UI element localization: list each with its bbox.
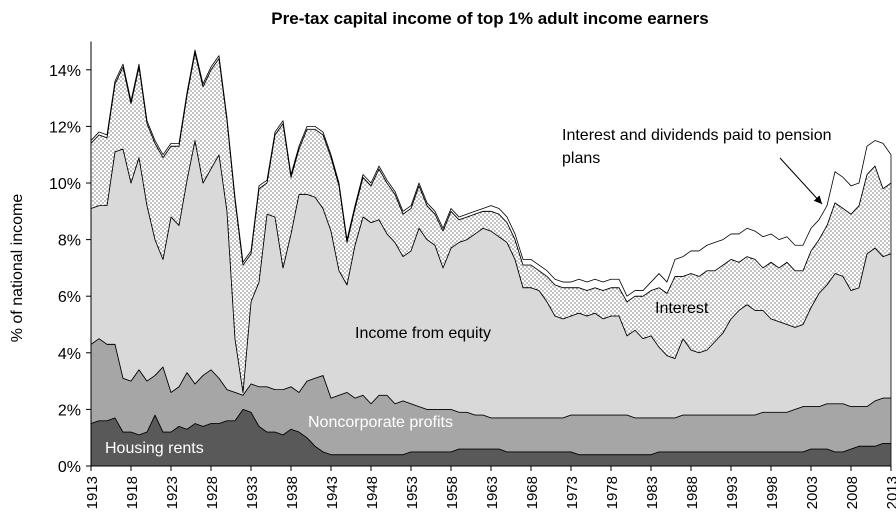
series-label: Housing rents <box>105 440 204 457</box>
y-tick-label: 4% <box>58 346 81 363</box>
x-tick-label: 1933 <box>244 476 261 509</box>
y-tick-label: 8% <box>58 233 81 250</box>
x-tick-label: 1943 <box>324 476 341 509</box>
x-tick-label: 1958 <box>444 476 461 509</box>
x-tick-label: 1923 <box>164 476 181 509</box>
plot-area <box>90 49 892 467</box>
x-tick-label: 1993 <box>724 476 741 509</box>
annotation-arrow <box>779 157 823 205</box>
x-tick-label: 1968 <box>524 476 541 509</box>
axes: 0% 2% 4% 6% 8% 10% 12% 14% 1913 1918 1923 1928 1933 1… <box>49 41 896 509</box>
y-tick-label: 6% <box>58 289 81 306</box>
y-tick-label: 12% <box>49 119 81 136</box>
series-label: Interest and dividends paid to pension p… <box>562 127 832 167</box>
x-tick-label: 1963 <box>484 476 501 509</box>
x-tick-label: 2003 <box>804 476 821 509</box>
x-tick-label: 1938 <box>284 476 301 509</box>
y-tick-label: 14% <box>49 63 81 80</box>
series-label: Interest <box>655 300 709 317</box>
y-tick-label: 2% <box>58 402 81 419</box>
x-tick-label: 1953 <box>404 476 421 509</box>
y-axis-title: % of national income <box>9 194 26 343</box>
x-tick-label: 1983 <box>644 476 661 509</box>
series-label: Noncorporate profits <box>308 414 453 431</box>
x-tick-label: 2013 <box>884 476 896 509</box>
chart-title: Pre-tax capital income of top 1% adult i… <box>271 9 708 28</box>
x-tick-label: 1988 <box>684 476 701 509</box>
x-tick-label: 1973 <box>564 476 581 509</box>
x-tick-label: 1948 <box>364 476 381 509</box>
y-tick-label: 0% <box>58 459 81 476</box>
x-tick-label: 1998 <box>764 476 781 509</box>
area <box>90 49 892 303</box>
x-tick-label: 2008 <box>844 476 861 509</box>
x-tick-label: 1913 <box>84 476 101 509</box>
x-tick-label: 1918 <box>124 476 141 509</box>
y-tick-label: 10% <box>49 176 81 193</box>
series-label: Income from equity <box>355 325 492 342</box>
x-tick-label: 1928 <box>204 476 221 509</box>
x-tick-label: 1978 <box>604 476 621 509</box>
